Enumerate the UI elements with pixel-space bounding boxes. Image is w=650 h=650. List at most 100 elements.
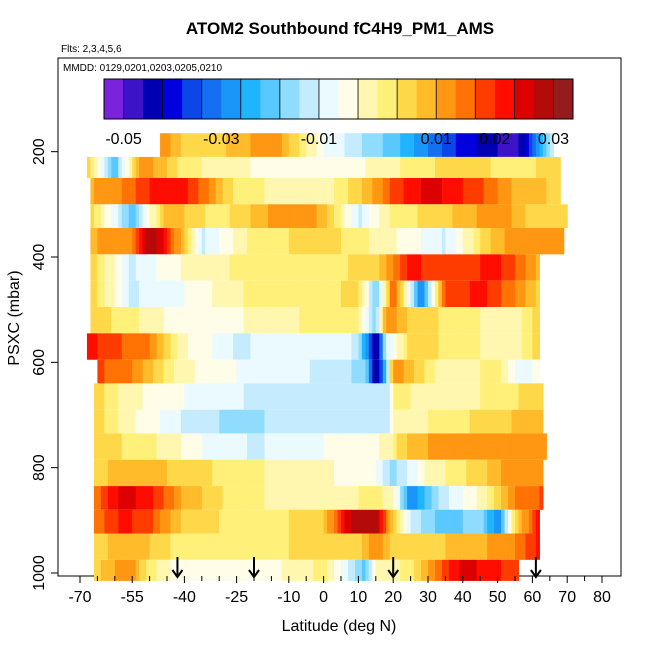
heatmap-cell bbox=[278, 228, 283, 255]
heatmap-cell bbox=[344, 254, 349, 281]
heatmap-cell bbox=[292, 228, 297, 255]
heatmap-cell bbox=[173, 459, 179, 487]
heatmap-cell bbox=[121, 486, 126, 510]
heatmap-cell bbox=[236, 533, 241, 560]
heatmap-cell bbox=[240, 486, 245, 510]
heatmap-cell bbox=[320, 307, 325, 334]
heatmap-cell bbox=[146, 178, 151, 205]
heatmap-cell bbox=[511, 307, 516, 334]
heatmap-cell bbox=[313, 383, 318, 410]
heatmap-cell bbox=[438, 509, 443, 534]
heatmap-cell bbox=[337, 333, 342, 360]
heatmap-cell bbox=[389, 509, 394, 534]
heatmap-cell bbox=[316, 409, 321, 434]
heatmap-cell bbox=[271, 178, 276, 205]
heatmap-cell bbox=[191, 533, 196, 560]
heatmap-cell bbox=[431, 409, 436, 434]
heatmap-cell bbox=[167, 533, 172, 560]
heatmap-cell bbox=[198, 486, 203, 510]
colorbar-tick-label: 0.01 bbox=[421, 131, 452, 148]
colorbar-swatch bbox=[162, 79, 183, 119]
heatmap-cell bbox=[156, 254, 161, 281]
heatmap-cell bbox=[528, 280, 533, 308]
heatmap-cell bbox=[295, 133, 300, 157]
heatmap-cell bbox=[205, 133, 210, 157]
heatmap-cell bbox=[469, 509, 474, 534]
heatmap-cell bbox=[361, 533, 366, 560]
heatmap-cell bbox=[438, 559, 443, 581]
x-tick-label: 0 bbox=[319, 589, 328, 606]
heatmap-cell bbox=[459, 459, 464, 487]
heatmap-cell bbox=[100, 280, 105, 308]
heatmap-cell bbox=[320, 228, 325, 255]
heatmap-cell bbox=[163, 254, 168, 281]
heatmap-cell bbox=[194, 383, 199, 410]
heatmap-cell bbox=[107, 204, 112, 229]
heatmap-bands bbox=[86, 133, 568, 581]
heatmap-cell bbox=[452, 559, 457, 581]
heatmap-cell bbox=[410, 359, 415, 384]
heatmap-cell bbox=[212, 409, 217, 434]
heatmap-cell bbox=[407, 156, 412, 178]
heatmap-cell bbox=[361, 156, 366, 178]
heatmap-cell bbox=[490, 459, 495, 487]
heatmap-cell bbox=[434, 280, 440, 308]
heatmap-cell bbox=[264, 280, 269, 308]
heatmap-cell bbox=[160, 228, 165, 255]
heatmap-cell bbox=[441, 409, 446, 434]
heatmap-cell bbox=[184, 486, 189, 510]
heatmap-cell bbox=[160, 409, 165, 434]
heatmap-cell bbox=[528, 359, 533, 384]
heatmap-cell bbox=[459, 133, 464, 157]
heatmap-cell bbox=[222, 133, 227, 157]
colorbar: -0.05 -0.03 -0.01 0.01 0.02 0.03 bbox=[103, 78, 574, 148]
heatmap-cell bbox=[480, 228, 485, 255]
heatmap-cell bbox=[288, 533, 293, 560]
heatmap-cell bbox=[320, 280, 325, 308]
heatmap-cell bbox=[334, 254, 339, 281]
heatmap-cell bbox=[469, 156, 474, 178]
heatmap-cell bbox=[441, 433, 446, 460]
heatmap-cell bbox=[327, 204, 332, 229]
x-axis: -70 -55 -40 -25 -10 0 10 20 30 40 50 60 70 80 bbox=[68, 576, 611, 606]
heatmap-cell bbox=[532, 204, 537, 229]
heatmap-cell bbox=[476, 307, 481, 334]
heatmap-cell bbox=[414, 307, 419, 334]
heatmap-cell bbox=[539, 459, 544, 487]
heatmap-cell bbox=[375, 433, 380, 460]
heatmap-cell bbox=[414, 509, 419, 534]
heatmap-cell bbox=[139, 359, 144, 384]
heatmap-cell bbox=[313, 409, 318, 434]
heatmap-cell bbox=[212, 204, 217, 229]
heatmap-cell bbox=[466, 433, 471, 460]
heatmap-cell bbox=[441, 254, 446, 281]
colorbar-swatch bbox=[533, 79, 554, 119]
heatmap-cell bbox=[448, 459, 453, 487]
heatmap-cell bbox=[358, 433, 363, 460]
heatmap-cell bbox=[441, 133, 446, 157]
heatmap-cell bbox=[250, 409, 255, 434]
heatmap-cell bbox=[156, 178, 161, 205]
heatmap-cell bbox=[358, 459, 363, 487]
heatmap-cell bbox=[424, 509, 429, 534]
heatmap-cell bbox=[521, 156, 527, 178]
heatmap-cell bbox=[327, 156, 332, 178]
heatmap-cell bbox=[396, 178, 401, 205]
heatmap-cell bbox=[247, 459, 252, 487]
heatmap-cell bbox=[494, 204, 499, 229]
heatmap-cell bbox=[236, 178, 241, 205]
heatmap-cell bbox=[236, 333, 241, 360]
heatmap-cell bbox=[163, 333, 168, 360]
heatmap-cell bbox=[167, 559, 172, 581]
heatmap-cell bbox=[212, 509, 217, 534]
heatmap-cell bbox=[114, 228, 119, 255]
heatmap-cell bbox=[93, 156, 98, 178]
heatmap-cell bbox=[260, 486, 266, 510]
heatmap-cell bbox=[274, 486, 279, 510]
heatmap-cell bbox=[180, 204, 185, 229]
heatmap-cell bbox=[351, 333, 356, 360]
heatmap-cell bbox=[173, 307, 179, 334]
heatmap-cell bbox=[198, 509, 203, 534]
heatmap-cell bbox=[386, 228, 391, 255]
heatmap-cell bbox=[267, 509, 272, 534]
